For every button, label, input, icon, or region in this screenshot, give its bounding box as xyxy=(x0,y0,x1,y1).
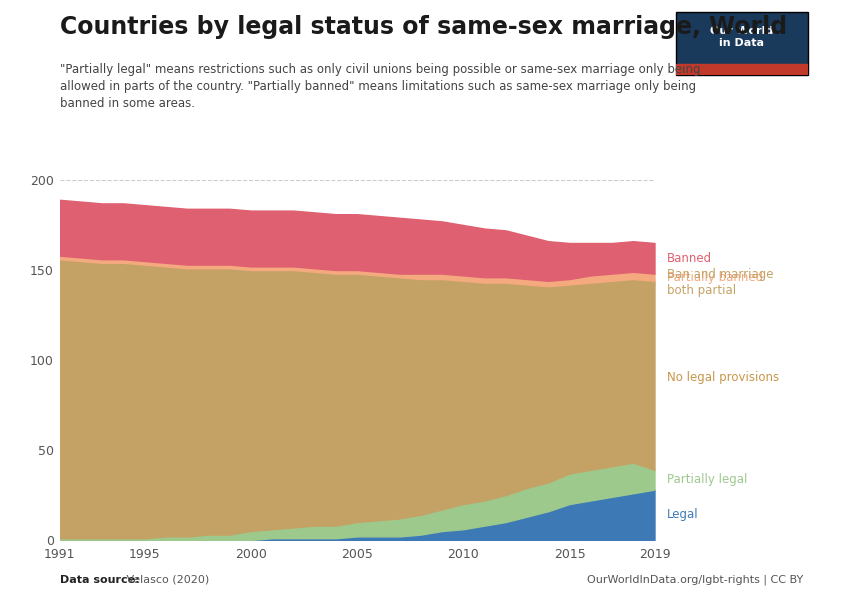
Text: Legal: Legal xyxy=(667,508,699,521)
Text: Data source:: Data source: xyxy=(60,575,139,585)
Text: Our World
in Data: Our World in Data xyxy=(710,26,774,48)
Bar xyxy=(676,64,807,75)
FancyBboxPatch shape xyxy=(676,12,807,75)
Text: Banned: Banned xyxy=(667,252,712,265)
Text: Ban and marriage
both partial: Ban and marriage both partial xyxy=(667,268,774,297)
Text: Partially banned: Partially banned xyxy=(667,271,763,284)
Text: Velasco (2020): Velasco (2020) xyxy=(123,575,209,585)
Text: "Partially legal" means restrictions such as only civil unions being possible or: "Partially legal" means restrictions suc… xyxy=(60,63,700,110)
Text: Countries by legal status of same-sex marriage, World: Countries by legal status of same-sex ma… xyxy=(60,15,786,39)
Text: No legal provisions: No legal provisions xyxy=(667,371,779,383)
Text: OurWorldInData.org/lgbt-rights | CC BY: OurWorldInData.org/lgbt-rights | CC BY xyxy=(587,575,803,585)
Text: Partially legal: Partially legal xyxy=(667,473,748,486)
